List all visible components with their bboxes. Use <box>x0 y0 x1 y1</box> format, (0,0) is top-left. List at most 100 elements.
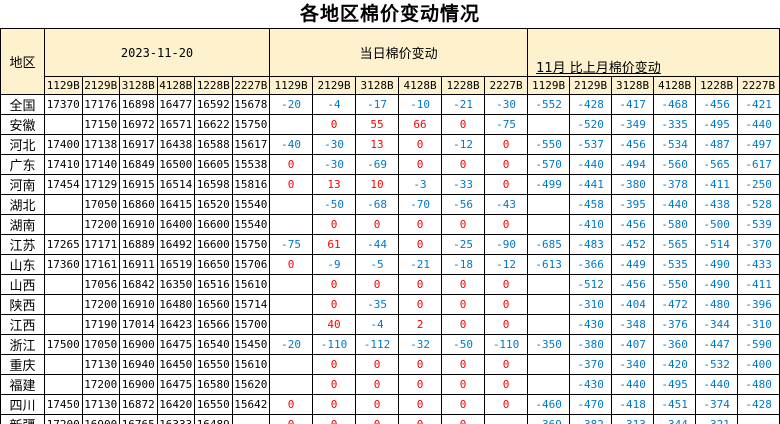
monthly-cell: -310 <box>737 314 780 335</box>
monthly-cell: -447 <box>695 334 739 355</box>
daily-cell: -68 <box>355 194 400 215</box>
monthly-cell: -470 <box>569 394 613 415</box>
daily-cell: 0 <box>398 414 443 424</box>
daily-cell: 0 <box>441 394 486 415</box>
prices-cell <box>44 274 83 295</box>
prices-cell: 16423 <box>156 314 195 335</box>
monthly-cell: -456 <box>611 214 655 235</box>
prices-cell: 16550 <box>194 394 233 415</box>
prices-cell <box>44 374 83 395</box>
monthly-cell: -565 <box>695 154 739 175</box>
monthly-cell: -499 <box>527 174 571 195</box>
prices-cell: 16650 <box>194 254 233 275</box>
monthly-cell: -456 <box>611 134 655 155</box>
daily-cell: -30 <box>312 134 357 155</box>
prices-cell: 16900 <box>81 414 120 424</box>
monthly-cell: -613 <box>527 254 571 275</box>
monthly-cell: -380 <box>569 334 613 355</box>
monthly-cell: -514 <box>695 234 739 255</box>
monthly-cell: -534 <box>653 134 697 155</box>
monthly-cell: -344 <box>695 314 739 335</box>
prices-cell <box>44 314 83 335</box>
daily-cell: -33 <box>441 174 486 195</box>
prices-cell: 16519 <box>156 254 195 275</box>
prices-cell: 16900 <box>119 374 158 395</box>
monthly-cell: -590 <box>737 334 780 355</box>
prices-cell: 17161 <box>81 254 120 275</box>
prices-cell: 16592 <box>194 94 233 115</box>
monthly-cell: -321 <box>695 414 739 424</box>
daily-cell: 55 <box>355 114 400 135</box>
prices-cell <box>44 354 83 375</box>
monthly-cell <box>527 354 571 375</box>
monthly-cell: -494 <box>611 154 655 175</box>
daily-cell: 0 <box>484 354 529 375</box>
monthly-cell: -348 <box>611 314 655 335</box>
region-cell: 陕西 <box>0 294 45 315</box>
region-cell: 江苏 <box>0 234 45 255</box>
prices-cell: 15642 <box>231 394 271 415</box>
prices-cell: 16605 <box>194 154 233 175</box>
table-row: 广东 17410 17140 16849 16500 16605 15538 0 -30 -69 0… <box>0 154 780 175</box>
prices-cell: 16765 <box>119 414 158 424</box>
monthly-cell: -539 <box>737 214 780 235</box>
daily-cell: -12 <box>441 134 486 155</box>
daily-cell: 0 <box>398 134 443 155</box>
region-cell: 福建 <box>0 374 45 395</box>
grade-code-monthly-2129B: 2129B <box>569 76 613 95</box>
section-header-date: 2023-11-20 <box>43 28 271 77</box>
prices-cell: 16898 <box>119 94 158 115</box>
daily-cell: 0 <box>398 274 443 295</box>
monthly-cell: -438 <box>695 194 739 215</box>
monthly-cell: -480 <box>737 374 780 395</box>
prices-cell <box>44 194 83 215</box>
prices-cell: 17050 <box>81 194 120 215</box>
daily-cell: -25 <box>441 234 486 255</box>
prices-cell: 17370 <box>44 94 83 115</box>
monthly-cell: -441 <box>569 174 613 195</box>
table-row: 山东 17360 17161 16911 16519 16650 15706 0 -9 -5 -21… <box>0 254 780 275</box>
table-row: 河南 17454 17129 16915 16514 16598 15816 0 13 10 -3-… <box>0 174 780 195</box>
monthly-cell: -428 <box>569 94 613 115</box>
prices-cell: 17200 <box>81 214 120 235</box>
monthly-cell: -497 <box>737 134 780 155</box>
daily-cell: 0 <box>269 254 314 275</box>
monthly-cell: -404 <box>611 294 655 315</box>
prices-cell: 17140 <box>81 154 120 175</box>
grade-code-monthly-1228B: 1228B <box>695 76 739 95</box>
region-cell: 广东 <box>0 154 45 175</box>
prices-cell <box>231 414 271 424</box>
prices-cell: 16940 <box>119 354 158 375</box>
prices-cell: 16600 <box>194 214 233 235</box>
prices-cell: 16571 <box>156 114 195 135</box>
section-header-row: 地区 2023-11-20 当日棉价变动 11月 比上月棉价变动 <box>0 28 780 95</box>
prices-cell: 16872 <box>119 394 158 415</box>
monthly-cell: -360 <box>653 334 697 355</box>
prices-cell: 16415 <box>156 194 195 215</box>
daily-cell: 13 <box>312 174 357 195</box>
daily-cell: 61 <box>312 234 357 255</box>
daily-cell <box>269 314 314 335</box>
daily-cell: -75 <box>269 234 314 255</box>
monthly-cell: -370 <box>737 234 780 255</box>
daily-cell: 0 <box>312 294 357 315</box>
prices-cell: 16475 <box>156 334 195 355</box>
daily-cell: 0 <box>355 354 400 375</box>
monthly-cell: -550 <box>527 134 571 155</box>
region-cell: 安徽 <box>0 114 45 135</box>
region-cell: 四川 <box>0 394 45 415</box>
prices-cell: 16580 <box>194 374 233 395</box>
monthly-cell: -495 <box>653 374 697 395</box>
monthly-cell: -500 <box>695 214 739 235</box>
prices-cell: 16910 <box>119 294 158 315</box>
daily-cell: 0 <box>441 354 486 375</box>
daily-cell: 0 <box>269 414 314 424</box>
daily-cell: -50 <box>441 334 486 355</box>
prices-cell: 15620 <box>231 374 271 395</box>
daily-cell: 0 <box>484 174 529 195</box>
table-row: 江西 17190 17014 16423 16566 15700 40 -4 2 0 0 -430 -3… <box>0 314 780 335</box>
monthly-cell: -580 <box>653 214 697 235</box>
daily-cell: 0 <box>441 274 486 295</box>
daily-cell: 0 <box>398 294 443 315</box>
daily-cell: 0 <box>484 374 529 395</box>
